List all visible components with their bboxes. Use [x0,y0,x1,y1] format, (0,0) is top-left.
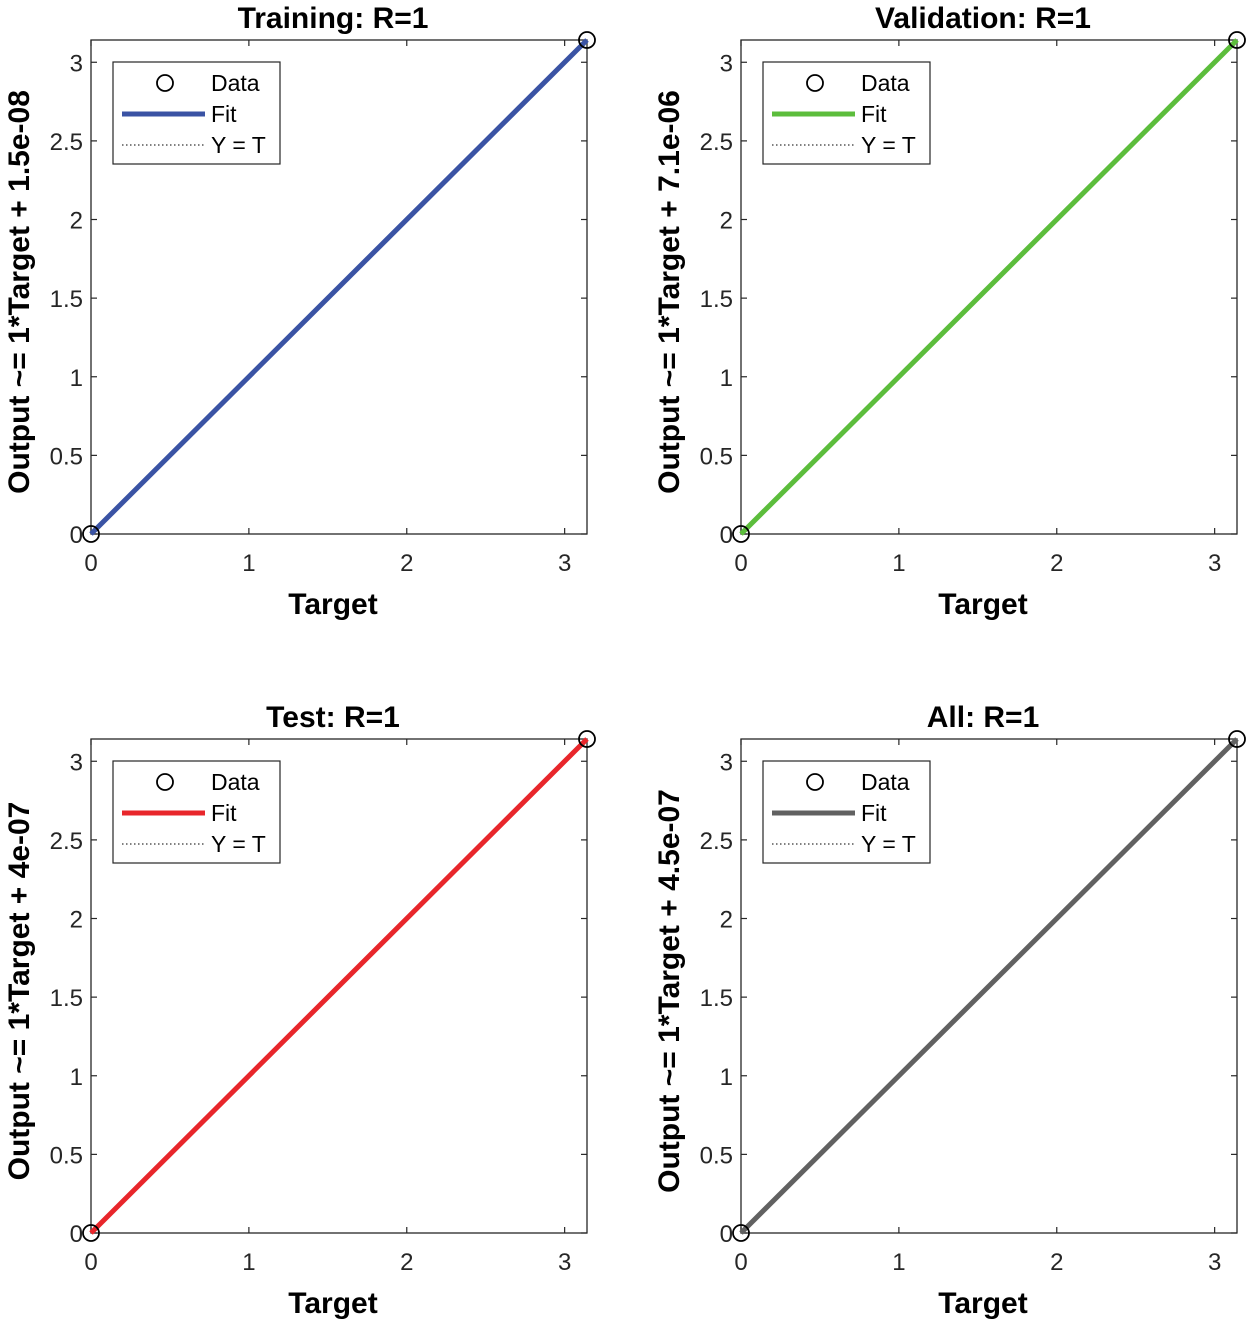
legend-label-data: Data [211,769,260,795]
x-tick-label: 1 [242,550,255,577]
y-tick-label: 1 [70,365,83,392]
data-point-test [82,1224,100,1242]
data-point-all [732,1224,750,1242]
y-tick-label: 0 [70,1221,83,1248]
y-tick-label: 2 [720,907,733,934]
legend-label-data: Data [211,70,260,96]
x-tick-label: 1 [892,1249,905,1276]
legend-label-reference: Y = T [211,132,266,158]
fit-line-validation [739,38,1239,536]
x-tick-label: 3 [558,550,571,577]
y-tick-label: 0.5 [50,1142,83,1169]
y-tick-label: 2 [720,208,733,235]
y-tick-label: 2 [70,208,83,235]
x-tick-label: 0 [734,1249,747,1276]
fit-line-all [739,737,1239,1235]
legend-label-reference: Y = T [861,831,916,857]
x-tick-label: 0 [734,550,747,577]
y-tick-label: 2.5 [50,129,83,156]
legend-data-marker [806,773,824,791]
y-tick-label: 1 [70,1064,83,1091]
legend-label-fit: Fit [861,101,887,127]
data-point-training [82,525,100,543]
x-tick-label: 3 [1208,1249,1221,1276]
legend-training: Data Fit Y = T [112,61,281,165]
data-point-test [578,730,596,748]
x-axis-label-validation: Target [938,588,1027,621]
y-tick-label: 0.5 [700,1142,733,1169]
legend-all: Data Fit Y = T [762,760,931,864]
legend-validation: Data Fit Y = T [762,61,931,165]
y-tick-label: 0.5 [700,443,733,470]
y-tick-label: 0 [720,522,733,549]
legend-data-marker [156,773,174,791]
y-tick-label: 2.5 [50,828,83,855]
x-tick-label: 2 [400,1249,413,1276]
x-axis-label-training: Target [288,588,377,621]
x-tick-label: 1 [242,1249,255,1276]
legend-label-reference: Y = T [211,831,266,857]
data-point-all [1228,730,1246,748]
y-tick-label: 3 [70,50,83,77]
panel-test: 0 1 2 3 0 0.5 1 1.5 2 2.5 3 Test: R=1 Target Output ~… [3,701,596,1320]
x-tick-label: 1 [892,550,905,577]
panel-validation: 0 1 2 3 0 0.5 1 1.5 2 2.5 3 Validation: R=1 Target Ou… [653,2,1246,621]
legend-label-data: Data [861,70,910,96]
legend-test: Data Fit Y = T [112,760,281,864]
x-tick-label: 2 [1050,550,1063,577]
fit-line-test [89,737,589,1235]
x-tick-label: 0 [84,1249,97,1276]
y-tick-label: 1.5 [50,985,83,1012]
x-tick-label: 2 [1050,1249,1063,1276]
x-axis-label-test: Target [288,1287,377,1320]
legend-label-fit: Fit [211,101,237,127]
panel-training: 0 1 2 3 0 0.5 1 1.5 2 2.5 3 Training: R=1 Target Outp… [3,2,596,621]
y-tick-label: 3 [720,50,733,77]
legend-label-fit: Fit [211,800,237,826]
y-tick-label: 1.5 [700,286,733,313]
x-tick-label: 0 [84,550,97,577]
y-tick-label: 1.5 [700,985,733,1012]
y-axis-label-training: Output ~= 1*Target + 1.5e-08 [3,90,36,494]
data-point-validation [1228,31,1246,49]
y-tick-label: 1 [720,365,733,392]
x-tick-label: 3 [558,1249,571,1276]
y-tick-label: 2.5 [700,129,733,156]
title-test: Test: R=1 [266,701,400,734]
title-training: Training: R=1 [238,2,429,35]
y-tick-label: 3 [70,749,83,776]
data-point-training [578,31,596,49]
fit-line-training [89,38,589,536]
legend-data-marker [156,74,174,92]
y-tick-label: 3 [720,749,733,776]
x-tick-label: 2 [400,550,413,577]
x-axis-label-all: Target [938,1287,1027,1320]
title-all: All: R=1 [927,701,1040,734]
legend-data-marker [806,74,824,92]
y-tick-label: 1 [720,1064,733,1091]
panel-all: 0 1 2 3 0 0.5 1 1.5 2 2.5 3 All: R=1 Target Output ~=… [653,701,1246,1320]
y-tick-label: 0 [720,1221,733,1248]
y-tick-label: 0 [70,522,83,549]
y-axis-label-test: Output ~= 1*Target + 4e-07 [3,802,36,1181]
title-validation: Validation: R=1 [875,2,1091,35]
y-tick-label: 2 [70,907,83,934]
legend-label-reference: Y = T [861,132,916,158]
y-axis-label-all: Output ~= 1*Target + 4.5e-07 [653,789,686,1193]
y-tick-label: 2.5 [700,828,733,855]
legend-label-fit: Fit [861,800,887,826]
y-axis-label-validation: Output ~= 1*Target + 7.1e-06 [653,90,686,494]
legend-label-data: Data [861,769,910,795]
x-tick-label: 3 [1208,550,1221,577]
y-tick-label: 0.5 [50,443,83,470]
data-point-validation [732,525,750,543]
y-tick-label: 1.5 [50,286,83,313]
